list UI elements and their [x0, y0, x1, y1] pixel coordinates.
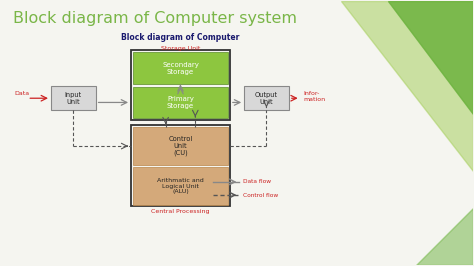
Text: Block diagram of Computer system: Block diagram of Computer system — [13, 11, 297, 26]
Polygon shape — [341, 1, 473, 171]
Polygon shape — [416, 208, 473, 265]
FancyBboxPatch shape — [133, 127, 228, 165]
Text: Block diagram of Computer: Block diagram of Computer — [121, 33, 240, 42]
Text: Input
Unit: Input Unit — [64, 92, 82, 105]
Text: Primary
Storage: Primary Storage — [167, 96, 194, 109]
Polygon shape — [388, 1, 473, 114]
FancyBboxPatch shape — [133, 167, 228, 205]
Text: Data flow: Data flow — [243, 179, 271, 184]
Text: Control
Unit
(CU): Control Unit (CU) — [168, 136, 192, 156]
Text: Secondary
Storage: Secondary Storage — [162, 61, 199, 74]
FancyBboxPatch shape — [133, 52, 228, 84]
Text: Arithmatic and
Logical Unit
(ALU): Arithmatic and Logical Unit (ALU) — [157, 178, 204, 194]
FancyBboxPatch shape — [244, 86, 289, 110]
FancyBboxPatch shape — [51, 86, 96, 110]
Text: Storage Unit: Storage Unit — [161, 46, 200, 51]
Text: Central Processing: Central Processing — [151, 209, 210, 214]
Text: Output
Unit: Output Unit — [255, 92, 278, 105]
Text: Data: Data — [15, 91, 30, 95]
FancyBboxPatch shape — [133, 86, 228, 118]
Text: Control flow: Control flow — [243, 193, 278, 198]
Text: Infor-
mation: Infor- mation — [303, 91, 325, 102]
